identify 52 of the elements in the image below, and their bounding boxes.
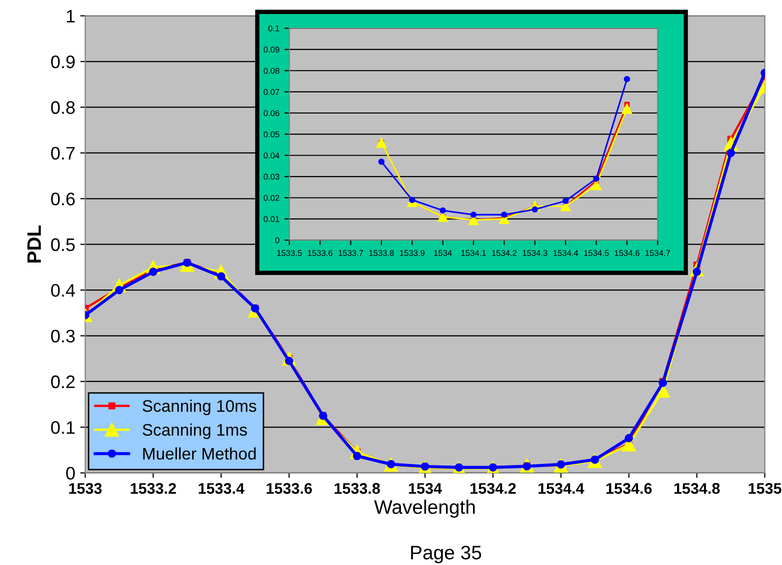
x-tick-label: 1534.5: [584, 250, 609, 256]
y-tick-label: 0.02: [264, 194, 280, 201]
x-tick-label: 1534.2: [492, 250, 517, 256]
x-tick-label: 1533.7: [338, 250, 364, 256]
x-tick-label: 1534.6: [614, 250, 640, 256]
x-tick-label: 1534: [408, 483, 442, 494]
y-tick-label: 0.03: [264, 174, 280, 180]
y-tick-label: 0.04: [264, 152, 280, 158]
x-tick-label: 1533.8: [369, 250, 394, 256]
y-tick-label: 0.07: [264, 89, 280, 95]
y-tick-label: 0.01: [264, 216, 280, 222]
x-tick-label: 1533.2: [130, 483, 176, 494]
x-tick-label: 1533: [69, 483, 102, 494]
x-axis-title: Wavelength: [374, 500, 475, 518]
x-tick-label: 1533.4: [198, 483, 244, 494]
x-tick-label: 1533.9: [400, 250, 424, 256]
y-tick-label: 0: [66, 466, 75, 480]
y-tick-label: 0.9: [51, 55, 75, 68]
y-tick-label: 0.1: [51, 421, 75, 434]
x-tick-label: 1534.4: [553, 250, 578, 256]
x-tick-label: 1534: [434, 250, 452, 256]
x-tick-label: 1534.1: [461, 250, 486, 256]
y-tick-label: 0.7: [51, 146, 75, 160]
x-tick-label: 1533.6: [266, 483, 312, 494]
x-tick-label: 1533.8: [334, 483, 380, 494]
y-tick-label: 0.09: [264, 46, 280, 53]
x-tick-label: 1535: [748, 483, 782, 494]
y-tick-label: 0.2: [51, 375, 75, 388]
x-tick-label: 1534.8: [674, 483, 720, 494]
y-tick-label: 0.4: [51, 284, 75, 297]
y-tick-label: 0.06: [264, 110, 280, 116]
text: Page 35: [411, 546, 482, 564]
x-tick-label: 1534.7: [646, 250, 670, 256]
y-tick-label: 0.8: [51, 101, 75, 114]
y-tick-label: 0.3: [51, 330, 75, 342]
x-tick-label: 1534.2: [470, 483, 516, 494]
y-axis-title: PDL: [27, 226, 41, 263]
y-tick-label: 0.6: [51, 192, 75, 206]
y-tick-label: 0: [275, 237, 280, 244]
legend-label: Scanning 10ms: [142, 400, 256, 416]
y-tick-label: 1: [66, 10, 75, 22]
x-tick-label: 1534.4: [538, 483, 584, 494]
x-tick-label: 1533.5: [277, 250, 302, 256]
y-tick-label: 0.5: [51, 238, 75, 252]
y-tick-label: 0.1: [268, 25, 280, 32]
y-tick-label: 0.08: [264, 68, 280, 74]
x-tick-label: 1533.6: [308, 250, 332, 256]
legend-label: Mueller Method: [143, 447, 256, 460]
y-tick-label: 0.05: [264, 131, 280, 138]
legend-label: Scanning 1ms: [142, 424, 247, 440]
x-tick-label: 1534.6: [606, 483, 652, 494]
x-tick-label: 1534.3: [522, 250, 548, 256]
